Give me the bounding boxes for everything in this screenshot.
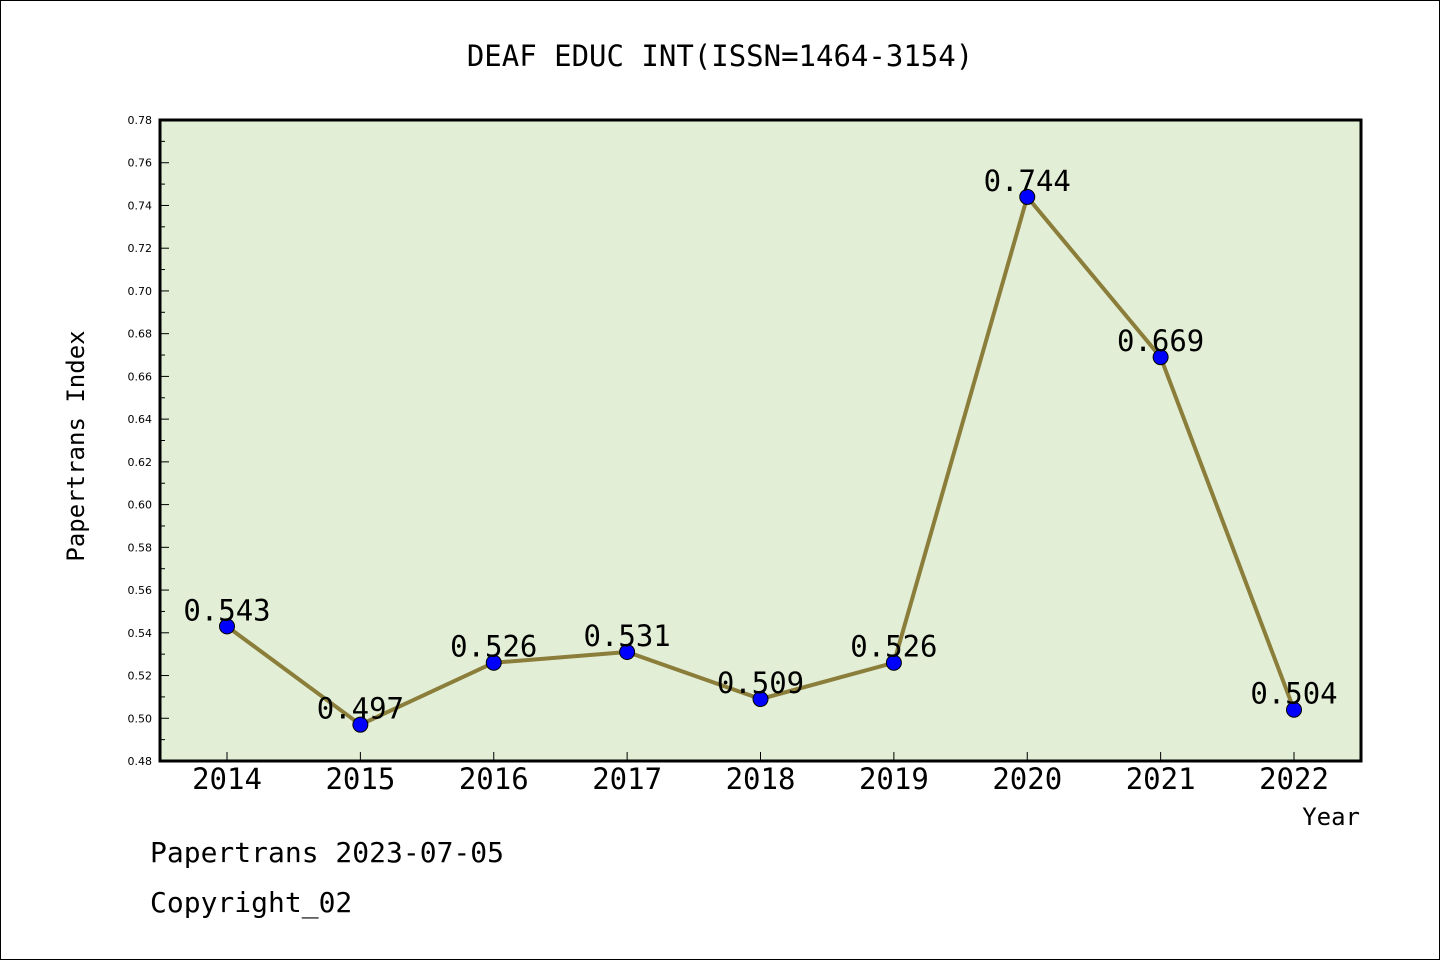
- chart-title: DEAF EDUC INT(ISSN=1464-3154): [467, 39, 973, 73]
- data-point: [1152, 349, 1169, 366]
- y-axis: 0.48 0.50 0.52 0.54 0.56 0.58 0.60 0.62 0.64 0.66…: [128, 114, 169, 768]
- x-tick-label: 2021: [1126, 762, 1196, 796]
- x-axis-label: Year: [1302, 803, 1360, 831]
- x-tick-label: 2019: [859, 762, 929, 796]
- y-tick-label: 0.50: [128, 712, 153, 725]
- data-label: 0.526: [850, 630, 937, 664]
- data-point: [619, 644, 636, 661]
- data-point: [752, 691, 769, 708]
- data-label: 0.509: [717, 666, 804, 700]
- x-tick-label: 2017: [592, 762, 662, 796]
- y-tick-label: 0.76: [128, 157, 153, 170]
- data-label: 0.669: [1117, 324, 1204, 358]
- x-tick-label: 2022: [1259, 762, 1329, 796]
- y-tick-label: 0.56: [128, 584, 153, 597]
- footer-copyright: Copyright_02: [150, 886, 353, 919]
- series-papertrans-index: 0.543 0.497 0.526 0.531 0.509 0.526 0.744 0.669…: [183, 164, 1338, 733]
- plot-area: [158, 118, 1363, 763]
- y-tick-label: 0.70: [128, 285, 153, 298]
- y-tick-label: 0.62: [128, 456, 153, 469]
- y-tick-label: 0.64: [128, 413, 153, 426]
- y-tick-label: 0.68: [128, 328, 153, 341]
- y-tick-label: 0.58: [128, 541, 153, 554]
- y-tick-label: 0.54: [128, 627, 153, 640]
- x-tick-label: 2016: [459, 762, 529, 796]
- footer-date: Papertrans 2023-07-05: [150, 836, 505, 869]
- data-point: [1019, 188, 1036, 205]
- data-label: 0.526: [450, 630, 537, 664]
- data-point: [885, 654, 902, 671]
- y-tick-label: 0.74: [128, 199, 153, 212]
- data-point: [1286, 701, 1302, 718]
- y-tick-label: 0.78: [128, 114, 153, 127]
- data-label: 0.543: [183, 593, 270, 627]
- data-label: 0.531: [583, 619, 670, 653]
- data-point: [352, 716, 369, 733]
- data-label: 0.744: [984, 164, 1071, 198]
- x-tick-label: 2015: [325, 762, 395, 796]
- y-tick-label: 0.60: [128, 499, 153, 512]
- data-label: 0.497: [317, 692, 404, 726]
- x-tick-label: 2020: [992, 762, 1062, 796]
- y-axis-label: Papertrans Index: [62, 330, 90, 561]
- data-point: [219, 618, 235, 635]
- x-tick-label: 2014: [192, 762, 262, 796]
- data-point: [485, 654, 502, 671]
- data-label: 0.504: [1250, 677, 1337, 711]
- y-tick-label: 0.72: [128, 242, 153, 255]
- x-axis: 2014 2015 2016 2017 2018 2019 2020 2021 2022: [192, 752, 1329, 796]
- y-tick-label: 0.48: [128, 755, 153, 768]
- y-tick-label: 0.52: [128, 670, 153, 683]
- x-tick-label: 2018: [726, 762, 796, 796]
- y-tick-label: 0.66: [128, 370, 153, 383]
